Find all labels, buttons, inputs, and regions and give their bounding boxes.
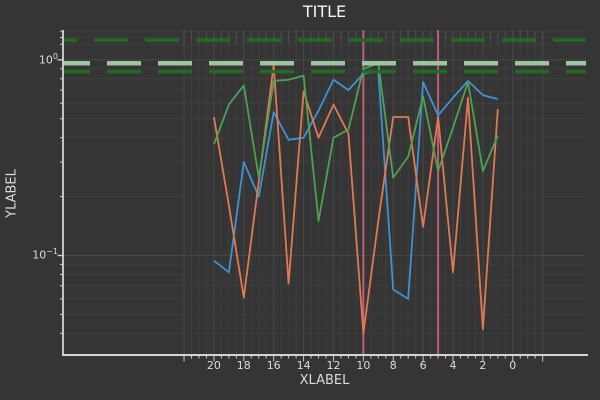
x-tick-label: 4 (449, 359, 457, 372)
x-tick-label: 0 (509, 359, 517, 372)
x-tick-label: 20 (206, 359, 221, 372)
y-tick-label: 100 (38, 51, 58, 67)
chart-title: TITLE (302, 2, 347, 21)
x-tick-label: 2 (479, 359, 487, 372)
series-blue-line (213, 70, 499, 300)
x-tick-label: 8 (389, 359, 397, 372)
series-green-line (213, 62, 499, 222)
x-tick-label: 6 (419, 359, 427, 372)
x-axis-label: XLABEL (299, 373, 350, 388)
x-tick-label: 14 (296, 359, 311, 372)
x-tick-label: 10 (356, 359, 371, 372)
y-tick-label: 10−1 (32, 247, 58, 263)
x-tick-label: 12 (326, 359, 341, 372)
x-tick-label: 16 (266, 359, 281, 372)
x-tick-label: 18 (236, 359, 251, 372)
